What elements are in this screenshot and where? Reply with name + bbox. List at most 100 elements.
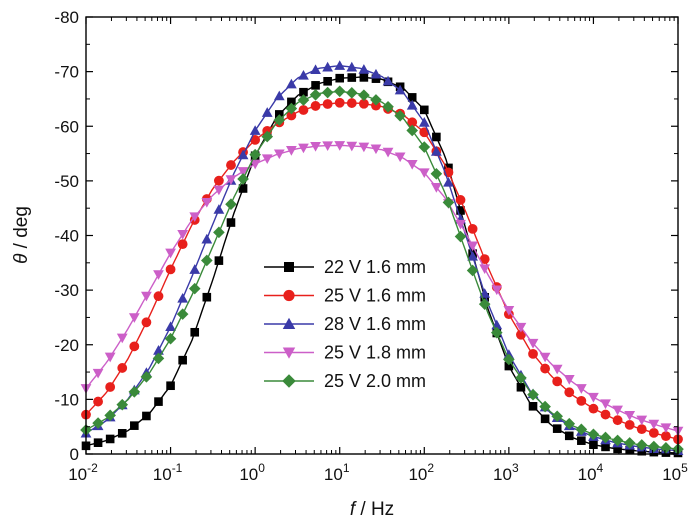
data-point [528, 401, 538, 411]
data-point [455, 195, 466, 205]
data-point [141, 317, 152, 328]
data-point [648, 419, 660, 430]
data-point [432, 132, 441, 142]
y-axis-label: θ / deg [11, 206, 32, 264]
data-point [177, 292, 189, 303]
legend-label: 22 V 1.6 mm [324, 257, 426, 277]
data-point [298, 105, 309, 115]
data-point [93, 438, 103, 447]
data-point [310, 142, 321, 152]
data-point [250, 135, 261, 145]
data-point [225, 198, 237, 211]
data-point [322, 99, 333, 109]
data-point [527, 388, 539, 401]
data-point [661, 431, 671, 442]
y-tick-label: -80 [54, 8, 79, 27]
data-point [311, 81, 320, 90]
data-point [333, 85, 346, 98]
legend-label: 25 V 1.6 mm [324, 286, 426, 306]
data-point [624, 410, 636, 421]
data-point [153, 291, 164, 302]
data-point [128, 386, 141, 398]
data-point [406, 99, 418, 110]
data-point [129, 341, 140, 352]
data-point [467, 223, 478, 234]
data-point [201, 254, 213, 267]
data-point [226, 218, 236, 227]
data-point [299, 87, 308, 97]
data-point [359, 73, 369, 82]
data-point [539, 352, 551, 363]
data-point [576, 395, 587, 406]
data-point [309, 88, 322, 101]
legend-item: 25 V 2.0 mm [264, 371, 426, 391]
data-point [213, 204, 225, 214]
data-point [141, 291, 152, 302]
data-point [540, 414, 550, 424]
data-point [456, 206, 465, 215]
y-tick-label: 0 [70, 445, 79, 464]
y-tick-label: -30 [54, 281, 79, 300]
data-point [516, 382, 526, 392]
data-point [273, 149, 285, 160]
legend-marker [282, 317, 296, 329]
legend-marker [284, 262, 294, 272]
data-point [418, 168, 430, 179]
data-point [237, 149, 249, 160]
data-point [237, 173, 249, 185]
data-point [298, 69, 309, 80]
data-point [635, 439, 648, 451]
data-point [636, 424, 647, 435]
data-point [225, 175, 237, 185]
data-point [335, 73, 345, 83]
data-point [516, 329, 526, 340]
data-point [479, 254, 490, 265]
data-point [177, 239, 188, 250]
data-point [575, 423, 588, 436]
data-point [503, 306, 515, 316]
data-point [613, 444, 622, 454]
data-point [165, 264, 176, 275]
data-point [154, 397, 163, 406]
data-point [128, 313, 140, 323]
x-tick-label: 103 [493, 461, 519, 484]
data-point [334, 141, 346, 151]
axes-layer: 0 -10 -20 -30 -40 -50 -60 -70 -80 10-2 10-1 100 101 1… [54, 8, 688, 484]
data-point [322, 61, 334, 72]
data-point [117, 363, 128, 373]
data-point [575, 384, 587, 394]
x-tick-label: 104 [578, 461, 604, 484]
data-point [177, 229, 189, 240]
y-tick-label: -10 [54, 390, 79, 409]
legend-marker [282, 347, 296, 359]
data-point [407, 93, 417, 102]
data-point [625, 445, 634, 455]
data-point [153, 270, 164, 280]
data-point [418, 117, 430, 127]
data-point [648, 427, 659, 438]
data-point [189, 264, 201, 274]
data-point [334, 60, 346, 70]
data-point [142, 411, 151, 421]
data-point [623, 437, 636, 449]
data-point [166, 381, 175, 391]
y-tick-label: -70 [54, 63, 79, 82]
y-tick-label: -60 [54, 117, 79, 136]
data-point [466, 264, 479, 277]
data-point [322, 141, 334, 152]
data-point [552, 424, 562, 433]
data-point [249, 159, 261, 170]
data-point [442, 196, 455, 209]
legend-marker [282, 374, 296, 388]
data-point [577, 436, 586, 445]
data-point [214, 256, 224, 265]
data-point [648, 440, 660, 453]
data-point [624, 419, 635, 430]
x-tick-label: 102 [408, 461, 434, 484]
data-point [382, 147, 394, 158]
data-point [287, 97, 296, 107]
data-point [528, 348, 538, 359]
data-point [503, 353, 515, 366]
data-point [370, 94, 382, 106]
data-point [249, 148, 261, 161]
